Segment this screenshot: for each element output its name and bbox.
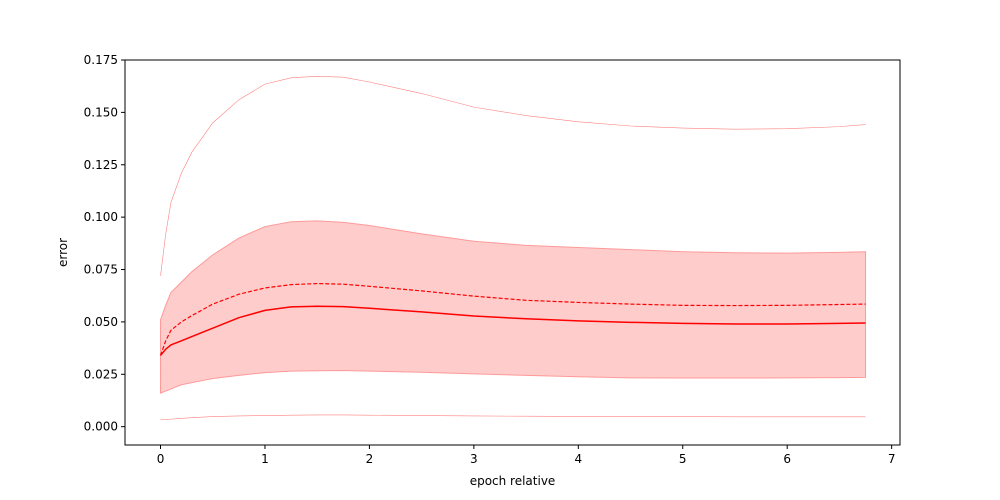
y-tick-label: 0.150 xyxy=(84,105,118,119)
x-axis-label: epoch relative xyxy=(470,474,556,488)
envelope-line-2 xyxy=(160,414,866,421)
x-axis-ticks: 0 1 2 3 4 5 6 7 xyxy=(157,445,896,466)
plot-area xyxy=(159,76,867,421)
y-axis-ticks: 0.000 0.025 0.050 0.075 0.100 0.125 0.150 0.175 xyxy=(84,53,125,434)
x-tick-label: 5 xyxy=(679,452,687,466)
y-tick-label: 0.025 xyxy=(84,367,118,381)
x-tick-label: 4 xyxy=(574,452,582,466)
x-tick-label: 7 xyxy=(888,452,896,466)
x-tick-label: 3 xyxy=(470,452,478,466)
std-band xyxy=(160,220,867,394)
y-tick-label: 0.100 xyxy=(84,210,118,224)
x-tick-label: 2 xyxy=(366,452,374,466)
solid-line xyxy=(159,305,866,356)
y-tick-label: 0.125 xyxy=(84,158,118,172)
dashed-line xyxy=(159,282,866,356)
axes-frame xyxy=(124,59,901,446)
x-tick-label: 6 xyxy=(783,452,791,466)
y-tick-label: 0.050 xyxy=(84,315,118,329)
x-tick-label: 1 xyxy=(261,452,269,466)
y-axis-label: error xyxy=(56,238,70,267)
envelope-line-1 xyxy=(160,76,866,276)
y-tick-label: 0.000 xyxy=(84,420,118,434)
x-tick-label: 0 xyxy=(157,452,165,466)
y-tick-label: 0.075 xyxy=(84,263,118,277)
y-tick-label: 0.175 xyxy=(84,53,118,67)
